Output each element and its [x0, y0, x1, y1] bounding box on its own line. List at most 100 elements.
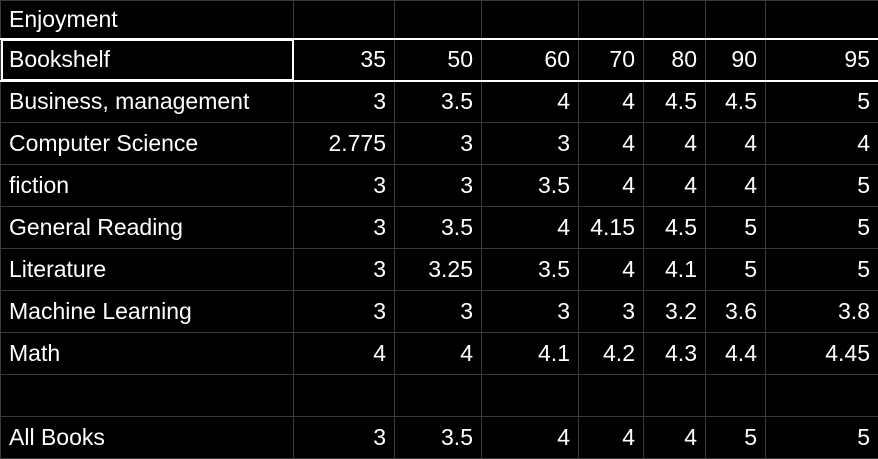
value-cell[interactable]: 3.5 [395, 417, 482, 459]
value-cell[interactable]: 3 [294, 81, 395, 123]
empty-cell[interactable] [644, 375, 706, 417]
value-cell[interactable]: 4 [766, 123, 878, 165]
value-cell[interactable]: 3.2 [644, 291, 706, 333]
table-title[interactable]: Enjoyment [1, 1, 294, 39]
column-header-cell[interactable]: 80 [644, 39, 706, 81]
value-cell[interactable]: 4 [579, 81, 644, 123]
bookshelf-header-cell[interactable]: Bookshelf [1, 39, 294, 81]
column-header-cell[interactable]: 35 [294, 39, 395, 81]
row-label-cell[interactable]: Computer Science [1, 123, 294, 165]
value-cell[interactable]: 4.5 [644, 81, 706, 123]
column-header-cell[interactable]: 95 [766, 39, 878, 81]
row-label-cell[interactable]: Math [1, 333, 294, 375]
value-cell[interactable]: 4.1 [482, 333, 579, 375]
value-cell[interactable]: 3 [482, 123, 579, 165]
value-cell[interactable]: 4 [644, 165, 706, 207]
empty-cell[interactable] [482, 375, 579, 417]
value-cell[interactable]: 3.5 [395, 81, 482, 123]
value-cell[interactable]: 3 [294, 417, 395, 459]
value-cell[interactable]: 4.15 [579, 207, 644, 249]
value-cell[interactable]: 3 [294, 207, 395, 249]
value-cell[interactable]: 4.5 [706, 81, 766, 123]
value-cell[interactable]: 4.1 [644, 249, 706, 291]
value-cell[interactable]: 5 [706, 207, 766, 249]
empty-cell[interactable] [579, 375, 644, 417]
empty-row [1, 375, 878, 417]
row-label-cell[interactable]: General Reading [1, 207, 294, 249]
row-label-cell[interactable]: All Books [1, 417, 294, 459]
value-cell[interactable]: 4.3 [644, 333, 706, 375]
value-cell[interactable]: 4.45 [766, 333, 878, 375]
value-cell[interactable]: 4 [579, 165, 644, 207]
value-cell[interactable]: 5 [766, 165, 878, 207]
value-cell[interactable]: 4 [482, 207, 579, 249]
value-cell[interactable]: 4 [644, 123, 706, 165]
empty-cell[interactable] [294, 375, 395, 417]
value-cell[interactable]: 3 [579, 291, 644, 333]
value-cell[interactable]: 4 [644, 417, 706, 459]
empty-cell[interactable] [766, 1, 878, 39]
value-cell[interactable]: 5 [766, 207, 878, 249]
value-cell[interactable]: 4.2 [579, 333, 644, 375]
empty-cell[interactable] [294, 1, 395, 39]
value-cell[interactable]: 4 [579, 417, 644, 459]
value-cell[interactable]: 2.775 [294, 123, 395, 165]
title-row: Enjoyment [1, 1, 878, 39]
row-label-cell[interactable]: Machine Learning [1, 291, 294, 333]
value-cell[interactable]: 4 [294, 333, 395, 375]
value-cell[interactable]: 4 [706, 123, 766, 165]
row-label-cell[interactable]: Literature [1, 249, 294, 291]
row-label-cell[interactable]: fiction [1, 165, 294, 207]
value-cell[interactable]: 3 [395, 123, 482, 165]
value-cell[interactable]: 3.5 [482, 165, 579, 207]
value-cell[interactable]: 4.5 [644, 207, 706, 249]
empty-cell[interactable] [706, 375, 766, 417]
row-label-cell[interactable]: Business, management [1, 81, 294, 123]
value-cell[interactable]: 4 [482, 417, 579, 459]
value-cell[interactable]: 5 [766, 249, 878, 291]
column-header-cell[interactable]: 90 [706, 39, 766, 81]
value-cell[interactable]: 5 [766, 417, 878, 459]
value-cell[interactable]: 3 [294, 291, 395, 333]
value-cell[interactable]: 3.5 [395, 207, 482, 249]
value-cell[interactable]: 4 [482, 81, 579, 123]
value-cell[interactable]: 5 [766, 81, 878, 123]
value-cell[interactable]: 3 [395, 165, 482, 207]
value-cell[interactable]: 3.5 [482, 249, 579, 291]
empty-cell[interactable] [395, 375, 482, 417]
value-cell[interactable]: 3.6 [706, 291, 766, 333]
empty-cell[interactable] [395, 1, 482, 39]
column-header-cell[interactable]: 60 [482, 39, 579, 81]
empty-cell[interactable] [706, 1, 766, 39]
value-cell[interactable]: 5 [706, 249, 766, 291]
empty-cell[interactable] [644, 1, 706, 39]
value-cell[interactable]: 3 [482, 291, 579, 333]
value-cell[interactable]: 3 [294, 165, 395, 207]
empty-cell[interactable] [766, 375, 878, 417]
value-cell[interactable]: 4 [706, 165, 766, 207]
value-cell[interactable]: 4 [579, 249, 644, 291]
value-cell[interactable]: 5 [706, 417, 766, 459]
value-cell[interactable]: 4 [395, 333, 482, 375]
value-cell[interactable]: 3.25 [395, 249, 482, 291]
column-header-cell[interactable]: 50 [395, 39, 482, 81]
empty-cell[interactable] [579, 1, 644, 39]
header-row: Bookshelf 35 50 60 70 80 90 95 [1, 39, 878, 81]
value-cell[interactable]: 3 [294, 249, 395, 291]
value-cell[interactable]: 3 [395, 291, 482, 333]
empty-cell[interactable] [482, 1, 579, 39]
value-cell[interactable]: 3.8 [766, 291, 878, 333]
value-cell[interactable]: 4 [579, 123, 644, 165]
column-header-cell[interactable]: 70 [579, 39, 644, 81]
empty-cell[interactable] [1, 375, 294, 417]
value-cell[interactable]: 4.4 [706, 333, 766, 375]
